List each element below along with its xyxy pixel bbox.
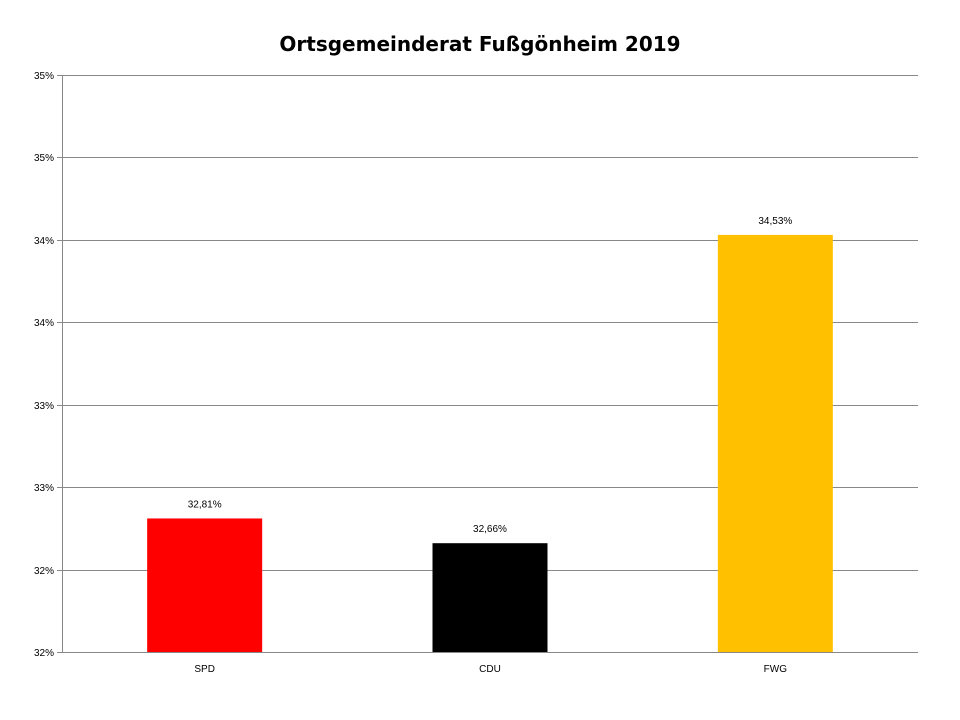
y-tick-label: 34% bbox=[34, 318, 54, 329]
y-tick-label: 32% bbox=[34, 648, 54, 659]
x-tick-label: CDU bbox=[479, 664, 501, 675]
y-tick-label: 34% bbox=[34, 236, 54, 247]
x-tick-label: FWG bbox=[764, 664, 788, 675]
data-label: 32,66% bbox=[473, 524, 507, 535]
y-tick-label: 35% bbox=[34, 153, 54, 164]
y-tick-label: 33% bbox=[34, 401, 54, 412]
x-tick-label: SPD bbox=[194, 664, 215, 675]
y-tick-label: 33% bbox=[34, 483, 54, 494]
data-label: 34,53% bbox=[758, 216, 792, 227]
chart-title: Ortsgemeinderat Fußgönheim 2019 bbox=[279, 32, 681, 56]
bar-fwg bbox=[717, 234, 833, 652]
bar-spd bbox=[147, 518, 263, 652]
y-tick-label: 35% bbox=[34, 71, 54, 82]
data-label: 32,81% bbox=[188, 499, 222, 510]
y-tick-label: 32% bbox=[34, 566, 54, 577]
bar-cdu bbox=[432, 543, 548, 652]
